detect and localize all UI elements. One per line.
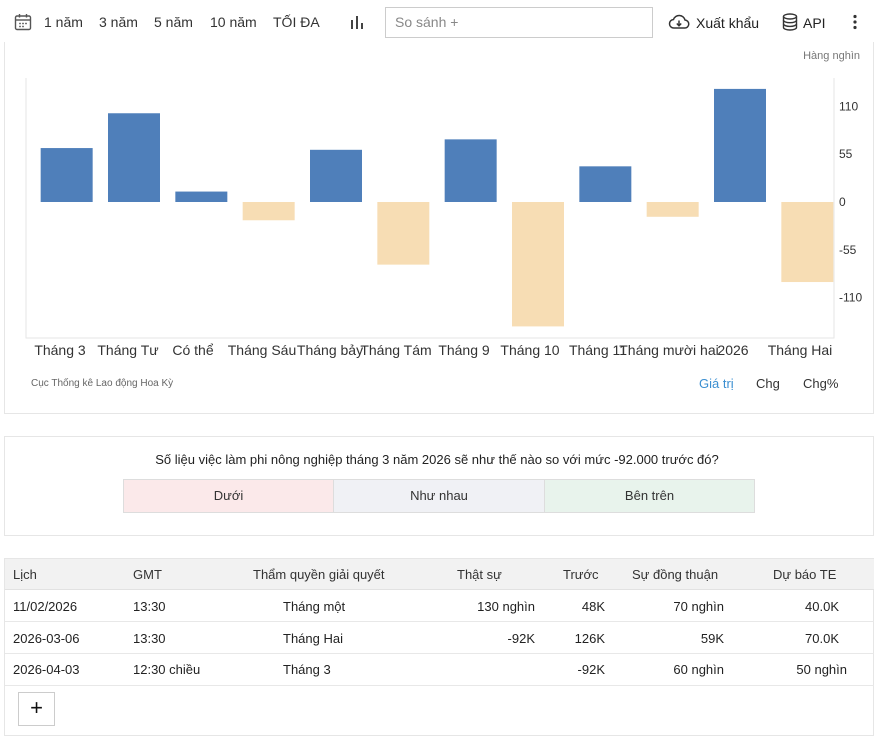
header-gmt: GMT <box>133 567 162 582</box>
bar-chart: 110 55 0 -55 -110 Tháng 3 Tháng Tư Có thể Tháng … <box>25 78 862 358</box>
toolbar: 1 năm 3 năm 5 năm 10 năm TỐI ĐA So sánh … <box>0 0 874 44</box>
cell-date: 2026-03-06 <box>13 631 80 646</box>
header-actual: Thật sự <box>457 567 502 582</box>
poll-below-button[interactable]: Dưới <box>123 479 334 513</box>
x-tick-label: Tháng mười hai <box>619 342 718 358</box>
bar[interactable] <box>377 202 430 265</box>
cell-previous: 126K <box>574 631 605 646</box>
bar[interactable] <box>512 202 564 327</box>
table-row: 2026-04-03 12:30 chiều Tháng 3 -92K 60 n… <box>5 655 874 686</box>
x-tick-label: Tháng Tám <box>360 342 431 358</box>
api-button[interactable]: API <box>803 15 826 31</box>
cloud-download-icon[interactable] <box>668 14 690 30</box>
bar-chart-icon[interactable] <box>349 14 365 30</box>
header-calendar: Lịch <box>13 567 37 582</box>
bar[interactable] <box>242 202 295 221</box>
header-previous: Trước <box>563 567 599 582</box>
cell-time: 13:30 <box>133 599 166 614</box>
cell-previous: 48K <box>581 599 605 614</box>
poll-above-button[interactable]: Bên trên <box>544 479 755 513</box>
x-tick-label: Tháng Hai <box>768 342 833 358</box>
cell-reference: Tháng 3 <box>283 662 331 677</box>
bar[interactable] <box>579 166 632 202</box>
cell-reference: Tháng Hai <box>283 631 343 646</box>
header-forecast: Dự báo TE <box>773 567 837 582</box>
cell-time: 13:30 <box>133 631 166 646</box>
y-tick-label: 0 <box>839 195 846 209</box>
bar[interactable] <box>444 139 497 202</box>
export-button[interactable]: Xuất khẩu <box>696 15 760 31</box>
range-10y[interactable]: 10 năm <box>210 14 257 30</box>
tab-value[interactable]: Giá trị <box>699 376 734 391</box>
cell-forecast: 70.0K <box>805 631 839 646</box>
x-tick-label: Tháng 11 <box>569 342 627 358</box>
header-consensus: Sự đồng thuận <box>632 567 719 582</box>
cell-forecast: 40.0K <box>805 599 839 614</box>
bar[interactable] <box>175 191 228 202</box>
tab-chg-percent[interactable]: Chg% <box>803 376 839 391</box>
x-tick-label: Tháng Sáu <box>228 342 297 358</box>
x-tick-label: Tháng 9 <box>438 342 490 358</box>
range-5y[interactable]: 5 năm <box>154 14 193 30</box>
bar[interactable] <box>781 202 834 283</box>
table-row: 11/02/2026 13:30 Tháng một 130 nghìn 48K… <box>5 591 874 622</box>
database-icon[interactable] <box>782 13 798 31</box>
cell-forecast: 50 nghìn <box>796 662 847 677</box>
y-tick-label: 55 <box>839 147 853 161</box>
range-max[interactable]: TỐI ĐA <box>273 14 320 30</box>
cell-reference: Tháng một <box>283 599 346 614</box>
range-1y[interactable]: 1 năm <box>44 14 83 30</box>
cell-time: 12:30 chiều <box>133 662 201 677</box>
add-button[interactable]: + <box>18 692 55 726</box>
range-3y[interactable]: 3 năm <box>99 14 138 30</box>
cell-actual: 130 nghìn <box>477 599 535 614</box>
table-row: 2026-03-06 13:30 Tháng Hai -92K 126K 59K… <box>5 623 874 654</box>
tab-chg[interactable]: Chg <box>756 376 780 391</box>
more-vertical-icon[interactable] <box>851 14 859 30</box>
cell-previous: -92K <box>577 662 605 677</box>
x-tick-label: 2026 <box>717 342 748 358</box>
calendar-icon[interactable] <box>14 13 32 31</box>
x-tick-label: Tháng 3 <box>34 342 86 358</box>
cell-consensus: 60 nghìn <box>673 662 724 677</box>
table-header: Lịch GMT Thẩm quyền giải quyết Thật sự T… <box>5 559 874 590</box>
y-tick-label: -110 <box>839 291 862 305</box>
bar[interactable] <box>310 149 362 202</box>
x-tick-label: Tháng Tư <box>97 342 158 358</box>
header-reference: Thẩm quyền giải quyết <box>253 567 385 582</box>
bar[interactable] <box>40 148 93 202</box>
x-tick-label: Tháng 10 <box>500 342 559 358</box>
compare-input[interactable]: So sánh + <box>385 7 653 38</box>
cell-consensus: 70 nghìn <box>673 599 724 614</box>
cell-actual: -92K <box>507 631 535 646</box>
y-tick-label: 110 <box>839 99 858 113</box>
cell-date: 11/02/2026 <box>13 599 78 614</box>
bar[interactable] <box>108 113 160 202</box>
poll-same-button[interactable]: Như nhau <box>333 479 545 513</box>
source-label: Cục Thống kê Lao động Hoa Kỳ <box>31 378 174 389</box>
x-tick-label: Tháng bảy <box>297 342 363 358</box>
plot-frame <box>25 78 835 339</box>
cell-date: 2026-04-03 <box>13 662 80 677</box>
poll-question: Số liệu việc làm phi nông nghiệp tháng 3… <box>155 452 719 467</box>
y-tick-label: -55 <box>839 243 857 257</box>
bar[interactable] <box>714 88 766 202</box>
x-tick-label: Có thể <box>172 342 213 358</box>
bar[interactable] <box>646 202 699 217</box>
cell-consensus: 59K <box>700 631 724 646</box>
unit-label: Hàng nghìn <box>803 50 860 62</box>
